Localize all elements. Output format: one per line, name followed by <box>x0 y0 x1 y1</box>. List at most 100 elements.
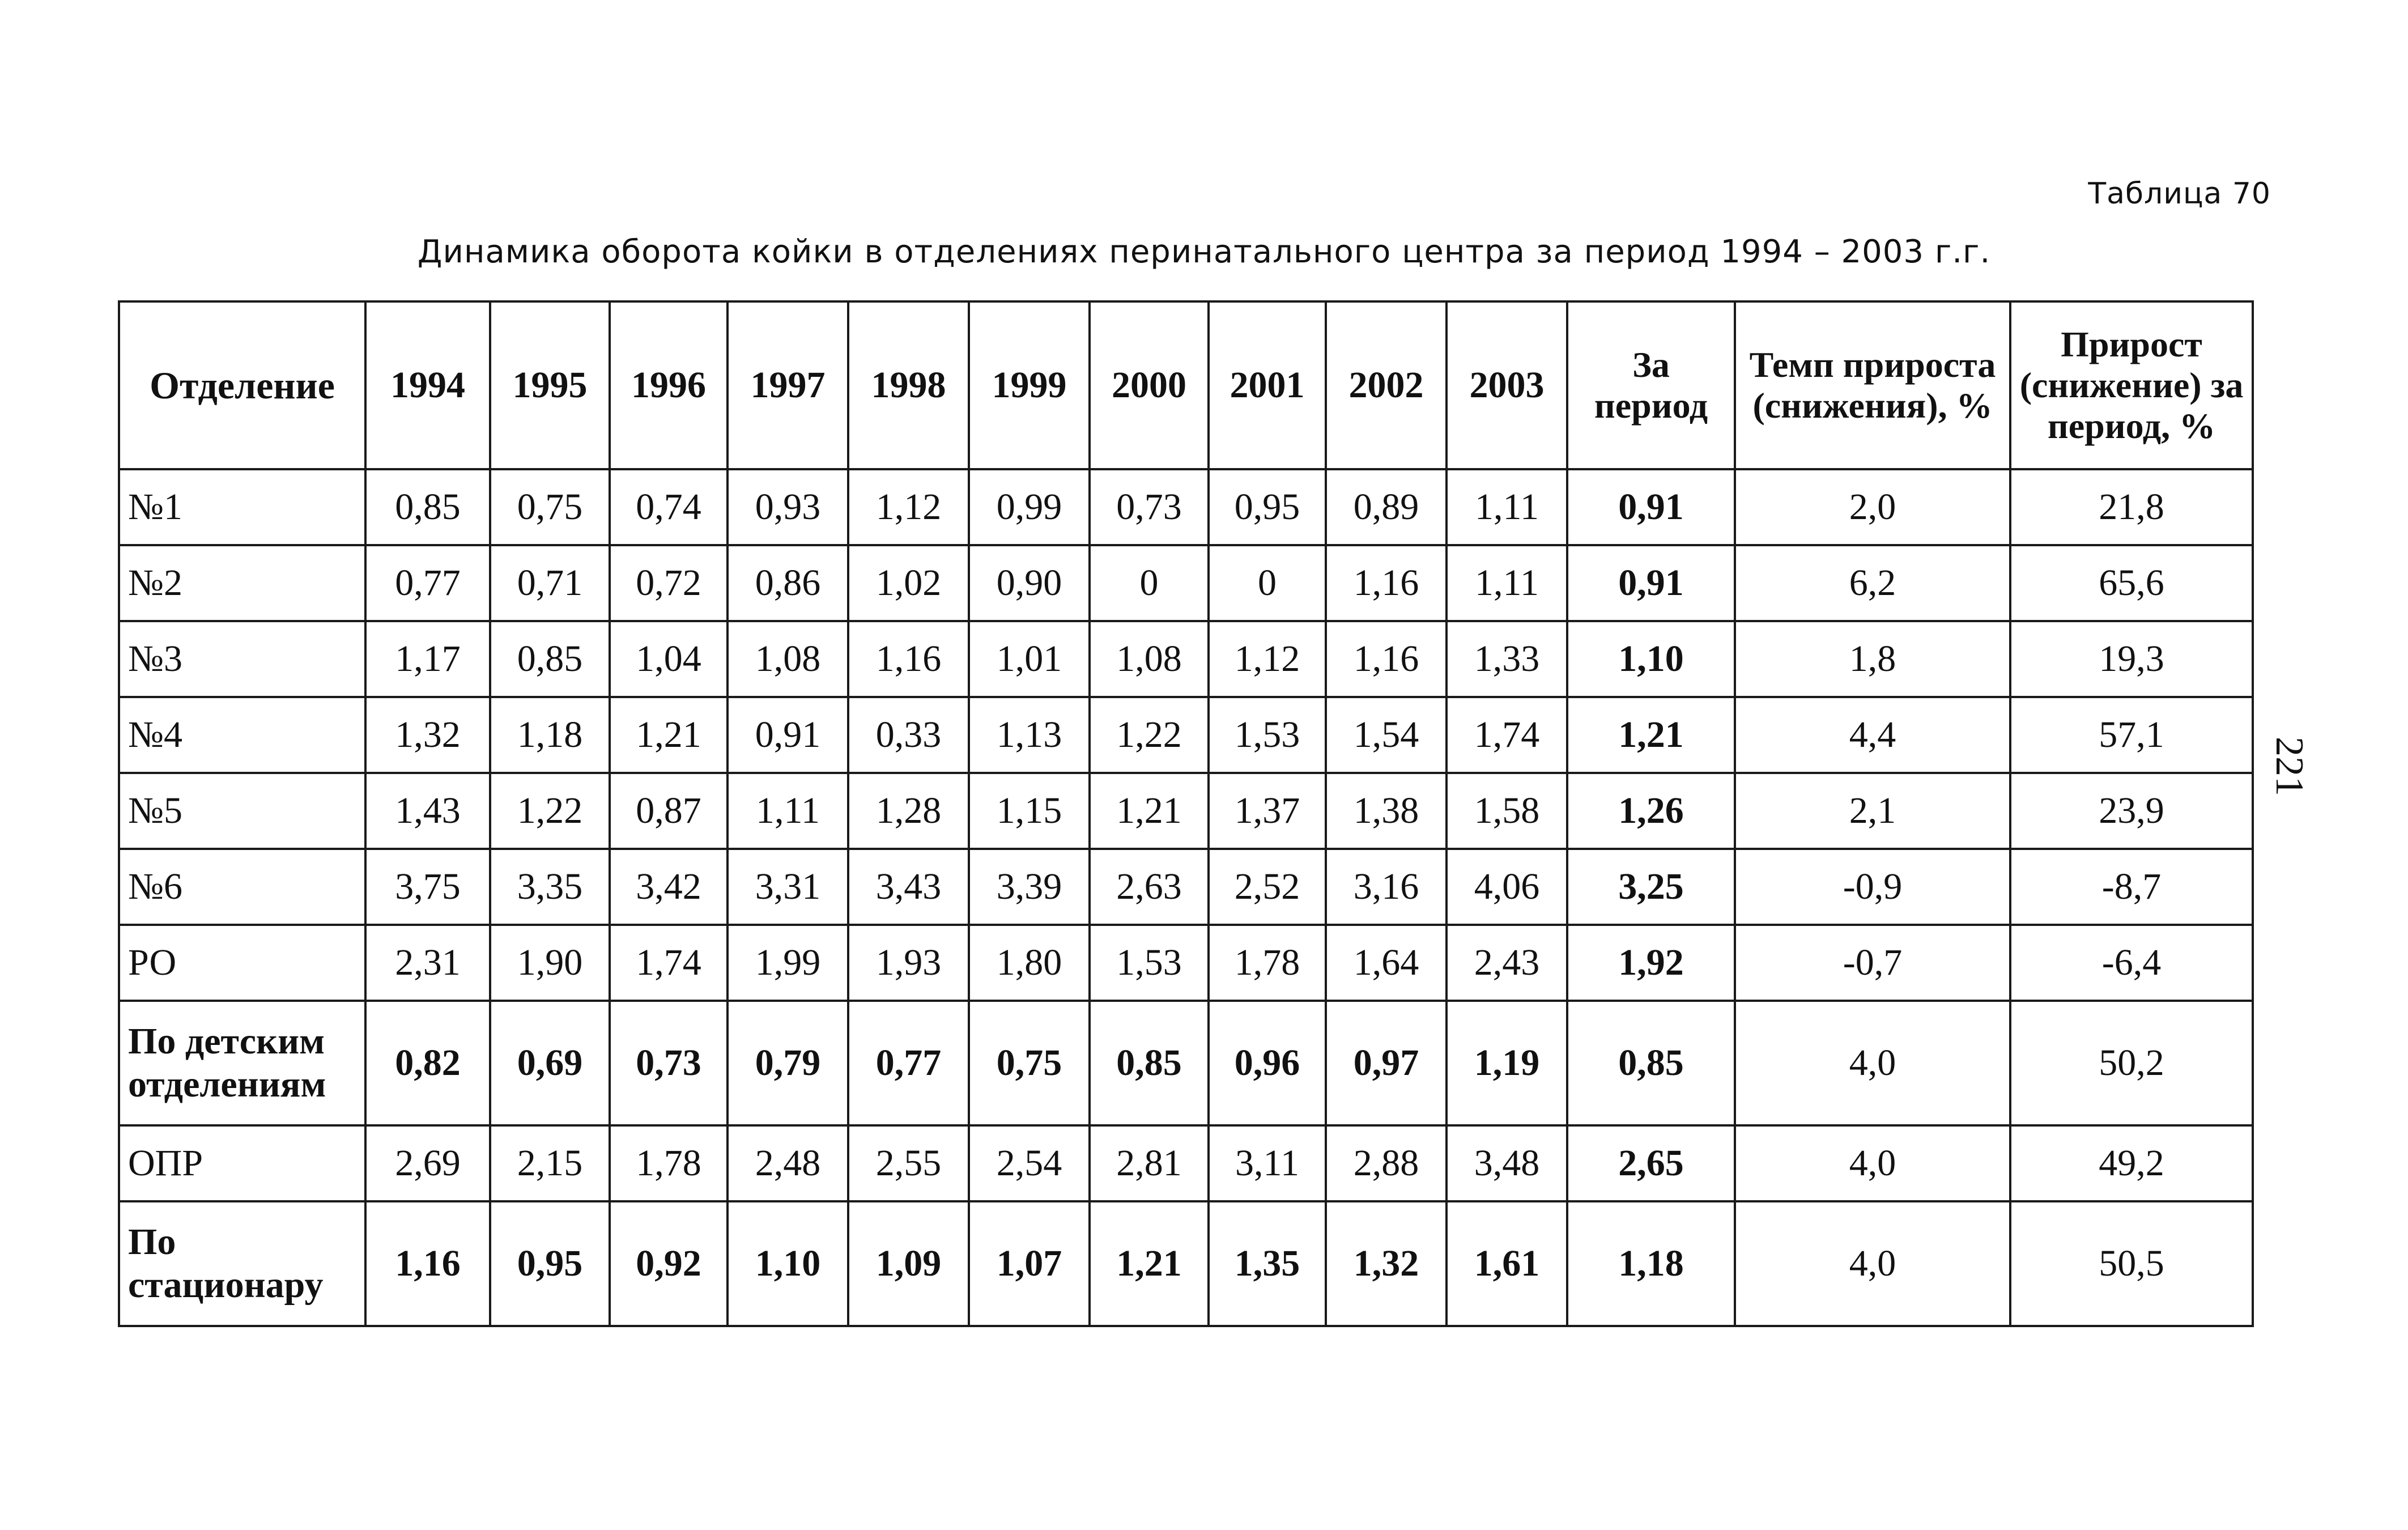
year-value-cell: 0,69 <box>489 1000 611 1127</box>
column-header: 2002 <box>1325 300 1448 470</box>
year-value-cell: 3,31 <box>726 848 849 926</box>
year-value-cell: 1,61 <box>1445 1200 1568 1327</box>
table-row: №3 1,17 0,85 1,04 1,08 1,16 1,01 1,08 1,12 1,16 1,… <box>118 620 2254 698</box>
table-row: №1 0,85 0,75 0,74 0,93 1,12 0,99 0,73 0,95 0,89 1,… <box>118 468 2254 546</box>
growth-period-cell: 57,1 <box>2009 696 2254 774</box>
column-header: 1995 <box>489 300 611 470</box>
year-value-cell: 1,74 <box>609 924 729 1002</box>
column-header: 1996 <box>609 300 729 470</box>
year-value-cell: 0,85 <box>364 468 491 546</box>
year-value-cell: 1,58 <box>1445 772 1568 850</box>
year-value-cell: 1,32 <box>1325 1200 1448 1327</box>
year-value-cell: 0 <box>1088 544 1210 622</box>
department-name-cell: ОПР <box>118 1124 367 1202</box>
year-value-cell: 1,93 <box>847 924 970 1002</box>
year-value-cell: 1,18 <box>489 696 611 774</box>
column-header: 2003 <box>1445 300 1568 470</box>
year-value-cell: 1,74 <box>1445 696 1568 774</box>
year-value-cell: 1,54 <box>1325 696 1448 774</box>
table-title: Динамика оборота койки в отделениях пери… <box>417 233 1991 270</box>
year-value-cell: 2,15 <box>489 1124 611 1202</box>
year-value-cell: 3,48 <box>1445 1124 1568 1202</box>
year-value-cell: 1,02 <box>847 544 970 622</box>
year-value-cell: 3,16 <box>1325 848 1448 926</box>
year-value-cell: 0,79 <box>726 1000 849 1127</box>
year-value-cell: 3,43 <box>847 848 970 926</box>
department-name-cell: №1 <box>118 468 367 546</box>
column-header: 1997 <box>726 300 849 470</box>
year-value-cell: 1,21 <box>1088 772 1210 850</box>
column-header: Темп прироста (снижения), % <box>1734 300 2011 470</box>
growth-period-cell: 49,2 <box>2009 1124 2254 1202</box>
growth-rate-cell: 4,0 <box>1734 1000 2011 1127</box>
period-value-cell: 2,65 <box>1566 1124 1736 1202</box>
year-value-cell: 1,38 <box>1325 772 1448 850</box>
growth-period-cell: 23,9 <box>2009 772 2254 850</box>
table-row: По детским отделениям 0,82 0,69 0,73 0,79 0,7… <box>118 1000 2254 1127</box>
year-value-cell: 1,64 <box>1325 924 1448 1002</box>
year-value-cell: 0,85 <box>489 620 611 698</box>
column-header: 2000 <box>1088 300 1210 470</box>
growth-rate-cell: 4,0 <box>1734 1200 2011 1327</box>
year-value-cell: 0,74 <box>609 468 729 546</box>
table-row: №2 0,77 0,71 0,72 0,86 1,02 0,90 0 0 1,16 1,11 0,91… <box>118 544 2254 622</box>
year-value-cell: 2,88 <box>1325 1124 1448 1202</box>
year-value-cell: 0,73 <box>1088 468 1210 546</box>
column-header: Отделение <box>118 300 367 470</box>
growth-period-cell: -6,4 <box>2009 924 2254 1002</box>
year-value-cell: 1,10 <box>726 1200 849 1327</box>
year-value-cell: 3,11 <box>1207 1124 1327 1202</box>
period-value-cell: 1,92 <box>1566 924 1736 1002</box>
year-value-cell: 1,35 <box>1207 1200 1327 1327</box>
year-value-cell: 2,31 <box>364 924 491 1002</box>
table-row: По стационару 1,16 0,95 0,92 1,10 1,09 1,07 1,2… <box>118 1200 2254 1327</box>
year-value-cell: 0,87 <box>609 772 729 850</box>
year-value-cell: 1,09 <box>847 1200 970 1327</box>
department-name-cell: По стационару <box>118 1200 367 1327</box>
table-row: №6 3,75 3,35 3,42 3,31 3,43 3,39 2,63 2,52 3,16 4,… <box>118 848 2254 926</box>
year-value-cell: 1,21 <box>609 696 729 774</box>
growth-rate-cell: 2,0 <box>1734 468 2011 546</box>
year-value-cell: 0,90 <box>968 544 1091 622</box>
year-value-cell: 1,43 <box>364 772 491 850</box>
year-value-cell: 0,71 <box>489 544 611 622</box>
year-value-cell: 0,92 <box>609 1200 729 1327</box>
year-value-cell: 0,33 <box>847 696 970 774</box>
year-value-cell: 4,06 <box>1445 848 1568 926</box>
department-name-cell: По детским отделениям <box>118 1000 367 1127</box>
year-value-cell: 1,16 <box>1325 544 1448 622</box>
year-value-cell: 1,12 <box>1207 620 1327 698</box>
growth-period-cell: 19,3 <box>2009 620 2254 698</box>
department-name-cell: №6 <box>118 848 367 926</box>
year-value-cell: 1,80 <box>968 924 1091 1002</box>
growth-rate-cell: 2,1 <box>1734 772 2011 850</box>
data-table: Отделение 1994 1995 1996 1997 1998 1999 … <box>118 300 2254 1327</box>
column-header: Прирост (снижение) за период, % <box>2009 300 2254 470</box>
year-value-cell: 0,77 <box>847 1000 970 1127</box>
page-number: 221 <box>2267 737 2311 796</box>
year-value-cell: 0,95 <box>1207 468 1327 546</box>
growth-period-cell: 21,8 <box>2009 468 2254 546</box>
header-row: Отделение 1994 1995 1996 1997 1998 1999 … <box>118 300 2254 470</box>
table-row: РО 2,31 1,90 1,74 1,99 1,93 1,80 1,53 1,78 1,64 2,… <box>118 924 2254 1002</box>
year-value-cell: 1,08 <box>1088 620 1210 698</box>
year-value-cell: 2,55 <box>847 1124 970 1202</box>
year-value-cell: 1,78 <box>609 1124 729 1202</box>
year-value-cell: 1,16 <box>847 620 970 698</box>
table-body: №1 0,85 0,75 0,74 0,93 1,12 0,99 0,73 0,95 0,89 1,… <box>118 468 2254 1327</box>
year-value-cell: 1,12 <box>847 468 970 546</box>
year-value-cell: 1,08 <box>726 620 849 698</box>
year-value-cell: 0,93 <box>726 468 849 546</box>
year-value-cell: 2,63 <box>1088 848 1210 926</box>
growth-period-cell: 65,6 <box>2009 544 2254 622</box>
year-value-cell: 0,91 <box>726 696 849 774</box>
growth-rate-cell: 4,4 <box>1734 696 2011 774</box>
year-value-cell: 0 <box>1207 544 1327 622</box>
year-value-cell: 2,54 <box>968 1124 1091 1202</box>
growth-period-cell: -8,7 <box>2009 848 2254 926</box>
table-number: Таблица 70 <box>2088 177 2271 211</box>
year-value-cell: 3,75 <box>364 848 491 926</box>
year-value-cell: 1,53 <box>1207 696 1327 774</box>
year-value-cell: 1,37 <box>1207 772 1327 850</box>
year-value-cell: 1,11 <box>1445 468 1568 546</box>
